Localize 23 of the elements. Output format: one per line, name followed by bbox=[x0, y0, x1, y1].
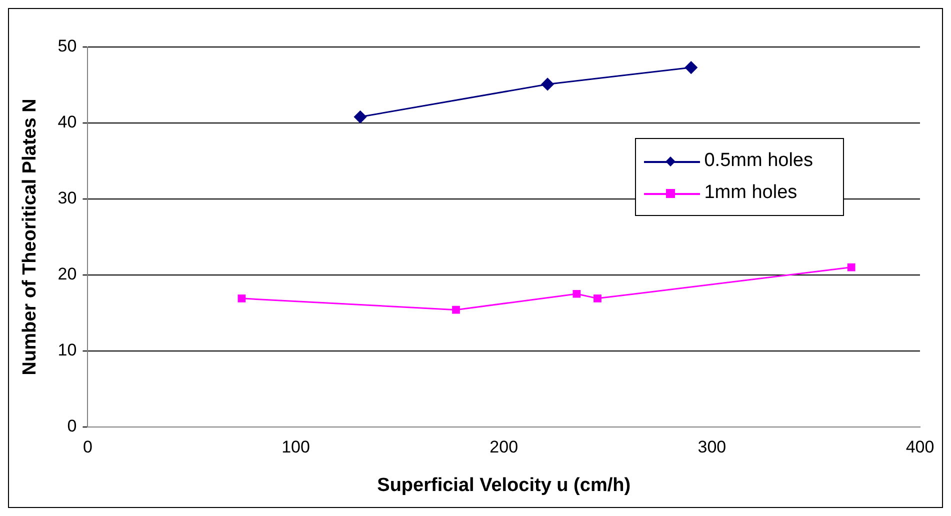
legend-label: 1mm holes bbox=[704, 181, 798, 205]
y-tick-label: 0 bbox=[67, 416, 77, 436]
y-tick-label: 30 bbox=[58, 188, 77, 208]
point bbox=[354, 110, 367, 124]
y-tick-label: 10 bbox=[58, 340, 77, 360]
point bbox=[572, 290, 581, 298]
point bbox=[541, 78, 554, 90]
x-axis-title: Superficial Velocity u (cm/h) bbox=[377, 474, 631, 496]
x-tick-label: 400 bbox=[906, 438, 934, 457]
point bbox=[452, 306, 460, 314]
legend-label: 0.5mm holes bbox=[704, 149, 813, 173]
x-tick-label: 200 bbox=[490, 438, 518, 457]
x-tick-label: 100 bbox=[282, 438, 310, 457]
x-tick-label: 300 bbox=[698, 438, 726, 457]
y-tick-label: 40 bbox=[58, 112, 77, 132]
point bbox=[684, 61, 698, 74]
x-tick-label: 0 bbox=[82, 438, 92, 457]
y-axis-title: Number of Theoritical Plates N bbox=[20, 98, 41, 376]
point bbox=[847, 263, 856, 272]
point bbox=[238, 294, 246, 302]
y-tick-label: 20 bbox=[58, 264, 77, 284]
point bbox=[594, 294, 602, 302]
y-tick-label: 50 bbox=[58, 36, 77, 56]
